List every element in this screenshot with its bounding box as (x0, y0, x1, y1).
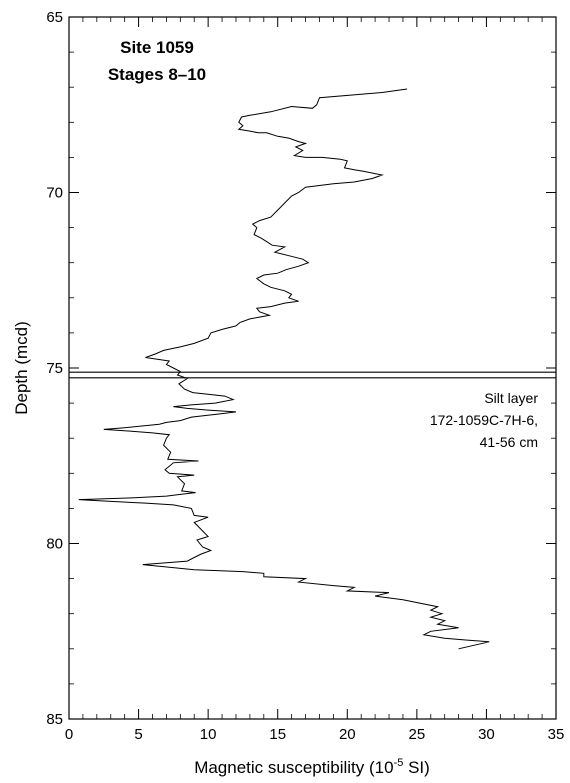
ticks-layer (68, 16, 557, 720)
y-tick-label: 85 (46, 711, 63, 728)
x-axis-label-superscript: -5 (394, 757, 404, 769)
x-axis-label-tail: SI) (403, 758, 429, 777)
annotation-line-1: Silt layer (484, 390, 538, 406)
susceptibility-series-line (78, 88, 490, 650)
tick-labels-layer: 0 5 10 15 20 25 30 35 65 70 75 80 85 (46, 9, 564, 743)
y-tick-label: 70 (46, 185, 63, 202)
x-tick-label: 30 (478, 726, 495, 743)
annotation-line-3: 41-56 cm (480, 434, 538, 450)
x-tick-label: 15 (269, 726, 286, 743)
y-tick-label: 65 (46, 9, 63, 26)
x-tick-label: 35 (548, 726, 565, 743)
x-tick-label: 20 (339, 726, 356, 743)
silt-layer-lines (69, 371, 556, 379)
x-axis-label-main: Magnetic susceptibility (10 (194, 758, 393, 777)
title-line-2: Stages 8–10 (108, 65, 206, 84)
y-axis-label: Depth (mcd) (12, 321, 31, 415)
y-tick-label: 75 (46, 360, 63, 377)
x-tick-label: 0 (65, 726, 73, 743)
x-tick-label: 5 (134, 726, 142, 743)
x-tick-label: 10 (200, 726, 217, 743)
x-tick-label: 25 (409, 726, 426, 743)
x-axis-label: Magnetic susceptibility (10-5 SI) (194, 757, 430, 777)
annotation-line-2: 172-1059C-7H-6, (430, 412, 538, 428)
title-line-1: Site 1059 (120, 38, 194, 57)
y-tick-label: 80 (46, 536, 63, 553)
plot-frame (68, 16, 557, 720)
